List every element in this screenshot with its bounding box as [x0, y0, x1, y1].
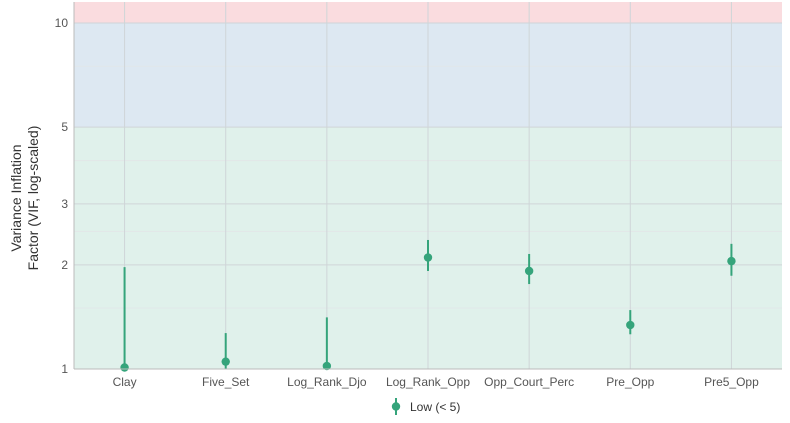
- x-tick-label: Five_Set: [202, 375, 250, 389]
- x-tick-label: Pre5_Opp: [704, 375, 759, 389]
- data-point: [120, 363, 129, 372]
- y-tick-label: 1: [61, 362, 68, 376]
- data-point: [727, 256, 736, 266]
- y-tick-label: 5: [61, 120, 68, 134]
- legend-key-dot: [391, 402, 401, 411]
- data-point: [524, 266, 534, 276]
- y-tick-label: 10: [55, 16, 69, 30]
- y-axis-label-line1: Variance Inflation: [8, 144, 24, 251]
- data-point: [322, 361, 332, 371]
- axes-layer: 1 2 3 5 10 Clay Five_Set Log_Rank_Djo Log_Rank_O…: [55, 2, 782, 389]
- x-tick-label: Pre_Opp: [606, 375, 654, 389]
- legend-label: Low (< 5): [410, 400, 460, 414]
- data-point: [423, 253, 433, 262]
- y-tick-label: 3: [61, 197, 68, 211]
- data-point: [626, 320, 635, 330]
- legend: Low (< 5): [391, 398, 460, 415]
- y-tick-label: 2: [61, 258, 68, 272]
- y-axis-label-line2: Factor (VIF, log-scaled): [25, 126, 41, 271]
- x-tick-label: Log_Rank_Djo: [287, 375, 367, 389]
- data-point: [221, 357, 230, 366]
- x-tick-label: Log_Rank_Opp: [386, 375, 470, 389]
- marks-layer: [120, 239, 736, 372]
- x-tick-label: Opp_Court_Perc: [484, 375, 574, 389]
- x-tick-label: Clay: [113, 375, 137, 389]
